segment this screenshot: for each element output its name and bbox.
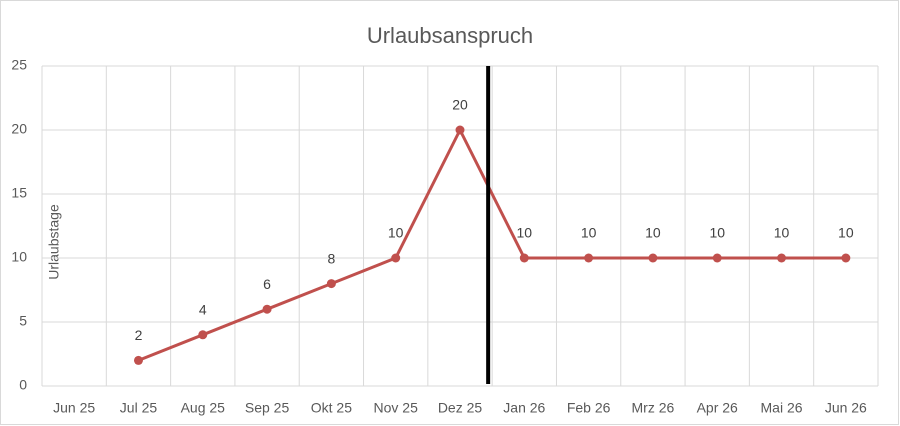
y-tick-label: 15	[11, 185, 27, 201]
data-point	[777, 253, 787, 263]
data-point	[455, 125, 465, 135]
y-tick-label: 0	[19, 377, 27, 393]
data-label: 10	[388, 225, 404, 241]
data-point	[198, 330, 208, 340]
data-label: 8	[327, 250, 335, 266]
x-tick-label: Jul 25	[120, 400, 158, 416]
y-tick-label: 10	[11, 249, 27, 265]
data-label: 4	[199, 302, 207, 318]
x-tick-label: Mai 26	[761, 400, 803, 416]
data-label: 10	[709, 225, 725, 241]
chart-title: Urlaubsanspruch	[367, 23, 533, 48]
x-tick-label: Feb 26	[567, 400, 611, 416]
data-point	[841, 253, 851, 263]
data-point	[326, 279, 336, 289]
data-label: 6	[263, 276, 271, 292]
x-tick-label: Aug 25	[181, 400, 226, 416]
data-point	[133, 355, 143, 365]
data-point	[262, 304, 272, 314]
data-label: 10	[645, 225, 661, 241]
x-tick-label: Jun 26	[825, 400, 867, 416]
data-point	[648, 253, 658, 263]
x-tick-label: Mrz 26	[632, 400, 675, 416]
y-tick-label: 25	[11, 57, 27, 73]
data-label: 10	[517, 225, 533, 241]
data-label: 20	[452, 97, 468, 113]
x-tick-label: Jun 25	[53, 400, 95, 416]
y-tick-label: 20	[11, 121, 27, 137]
y-axis-label: Urlaubstage	[46, 204, 62, 280]
data-label: 10	[774, 225, 790, 241]
y-tick-label: 5	[19, 313, 27, 329]
x-tick-label: Apr 26	[697, 400, 738, 416]
x-tick-label: Sep 25	[245, 400, 290, 416]
x-tick-label: Jan 26	[503, 400, 545, 416]
x-tick-label: Okt 25	[311, 400, 352, 416]
data-point	[391, 253, 401, 263]
x-tick-label: Nov 25	[374, 400, 419, 416]
data-point	[584, 253, 594, 263]
data-line	[137, 128, 846, 362]
data-point	[712, 253, 722, 263]
data-label: 10	[581, 225, 597, 241]
data-label: 2	[135, 327, 143, 343]
x-tick-label: Dez 25	[438, 400, 483, 416]
data-point	[519, 253, 529, 263]
data-label: 10	[838, 225, 854, 241]
